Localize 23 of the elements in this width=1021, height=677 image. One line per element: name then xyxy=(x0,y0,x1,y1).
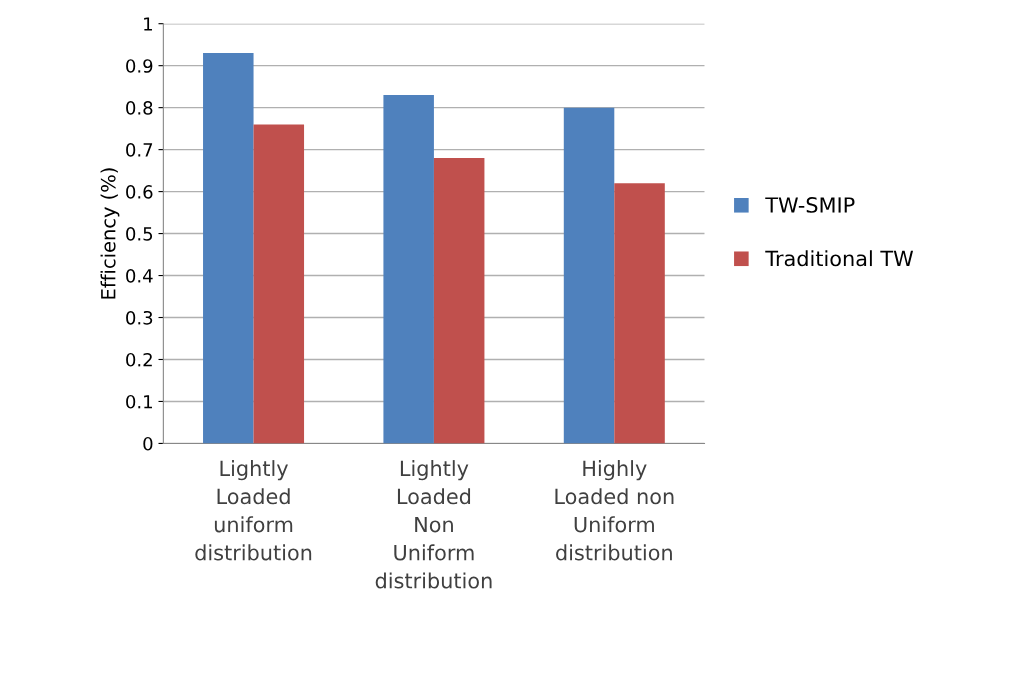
bar xyxy=(433,158,485,444)
y-tick-label: 0.9 xyxy=(126,59,153,73)
y-tick-label: 0.1 xyxy=(126,394,152,409)
y-tick-label: 0.3 xyxy=(126,310,153,325)
y-tick-label: 1 xyxy=(144,17,152,31)
x-tick-label: Lightly Loaded Non Uniform distribution xyxy=(375,460,492,589)
legend-label: Traditional TW xyxy=(765,250,914,267)
y-tick-label: 0.2 xyxy=(126,352,152,367)
bar xyxy=(563,107,615,444)
y-tick-label: 0.7 xyxy=(126,143,153,157)
y-tick-label: 0.6 xyxy=(126,185,153,199)
y-tick-label: 0.8 xyxy=(126,101,153,115)
x-tick-label: Highly Loaded non Uniform distribution xyxy=(555,460,674,561)
y-tick-label: 0.4 xyxy=(126,269,153,283)
y-axis-title: Efficiency (%) xyxy=(100,168,120,299)
x-tick-label: Lightly Loaded uniform distribution xyxy=(195,460,312,561)
bar xyxy=(253,124,305,444)
legend-label: TW-SMIP xyxy=(765,197,855,213)
bar xyxy=(383,95,434,444)
bar xyxy=(614,183,665,444)
y-tick-label: 0.5 xyxy=(126,227,153,241)
bar xyxy=(203,53,254,444)
y-tick-label: 0 xyxy=(143,436,153,451)
